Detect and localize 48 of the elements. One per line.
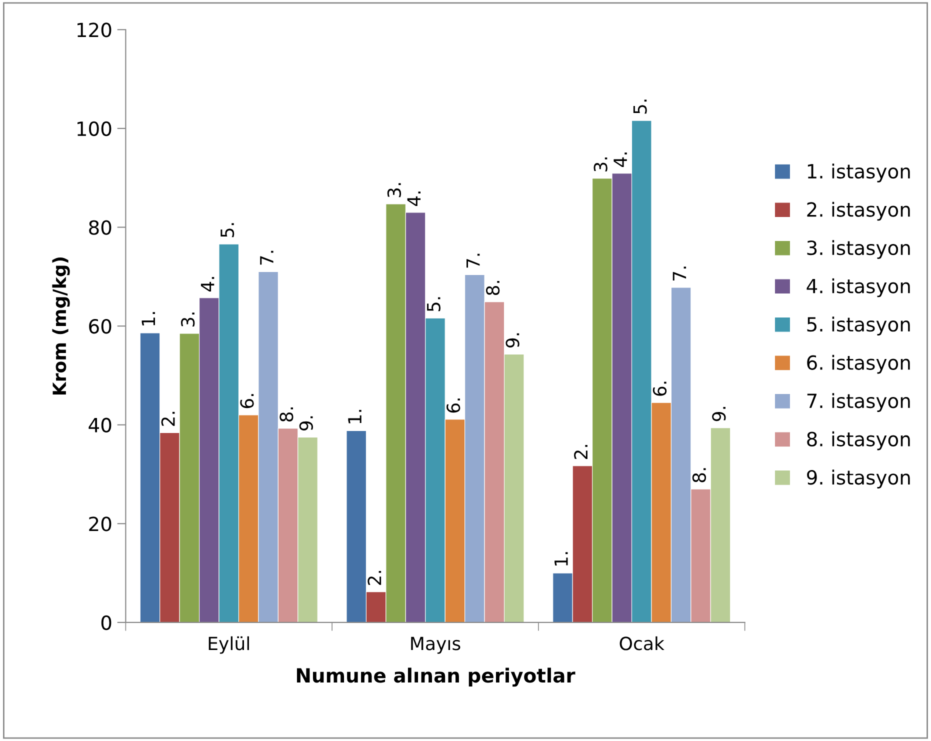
annotation: 6.: [446, 398, 460, 413]
annotation: 1.: [142, 312, 155, 326]
annotation: 2.: [368, 570, 382, 585]
annotation: 9.: [299, 416, 313, 430]
annotation: 8.: [280, 407, 294, 422]
x-axis-title: Numune alınan periyotlar: [296, 668, 576, 687]
y-axis-title: Krom (mg/kg): [52, 258, 70, 394]
legend-label: 4. istasyon: [806, 278, 910, 298]
annotation: 2.: [161, 412, 175, 426]
x-tick-label: Ocak: [620, 636, 664, 650]
legend-label: 2. istasyon: [807, 202, 910, 221]
annotation: 4.: [407, 192, 421, 206]
annotation: 5.: [427, 297, 440, 312]
annotation: 9.: [506, 333, 520, 348]
y-tick-label: 0: [101, 615, 112, 630]
annotation: 1.: [554, 552, 568, 566]
annotation: 3.: [387, 183, 402, 198]
annotation: 2.: [574, 445, 588, 459]
annotation: 6.: [240, 394, 254, 408]
annotation: 9.: [712, 406, 726, 422]
y-tick-label: 100: [78, 121, 112, 136]
annotation: 1.: [348, 410, 362, 424]
annotation: 7.: [672, 266, 686, 280]
x-tick-label: Mayıs: [411, 636, 460, 654]
legend-label: 8. istasyon: [807, 431, 910, 450]
y-tick-label: 120: [78, 22, 112, 38]
annotation: 3.: [181, 312, 195, 327]
annotation: 8.: [486, 281, 500, 296]
legend-label: 5. istasyon: [807, 316, 910, 336]
annotation: 3.: [594, 158, 608, 172]
legend-label: 3. istasyon: [807, 240, 910, 259]
legend-label: 6. istasyon: [807, 354, 910, 374]
x-tick-label: Eylül: [208, 636, 249, 654]
legend-label: 1. istasyon: [808, 164, 910, 182]
y-tick-label: 40: [88, 418, 112, 433]
annotation: 4.: [614, 152, 627, 167]
legend-label: 9. istasyon: [807, 470, 910, 488]
y-tick-label: 80: [89, 220, 112, 235]
annotation: 4.: [200, 277, 214, 292]
annotation: 5.: [633, 100, 647, 114]
annotation: 7.: [260, 250, 274, 265]
y-tick-label: 60: [89, 318, 112, 334]
annotation: 5.: [220, 223, 234, 238]
legend-label: 7. istasyon: [807, 393, 910, 412]
annotation: 7.: [466, 254, 480, 268]
annotation: 6.: [652, 382, 667, 396]
annotation: 8.: [692, 468, 706, 482]
y-tick-label: 20: [89, 516, 112, 532]
